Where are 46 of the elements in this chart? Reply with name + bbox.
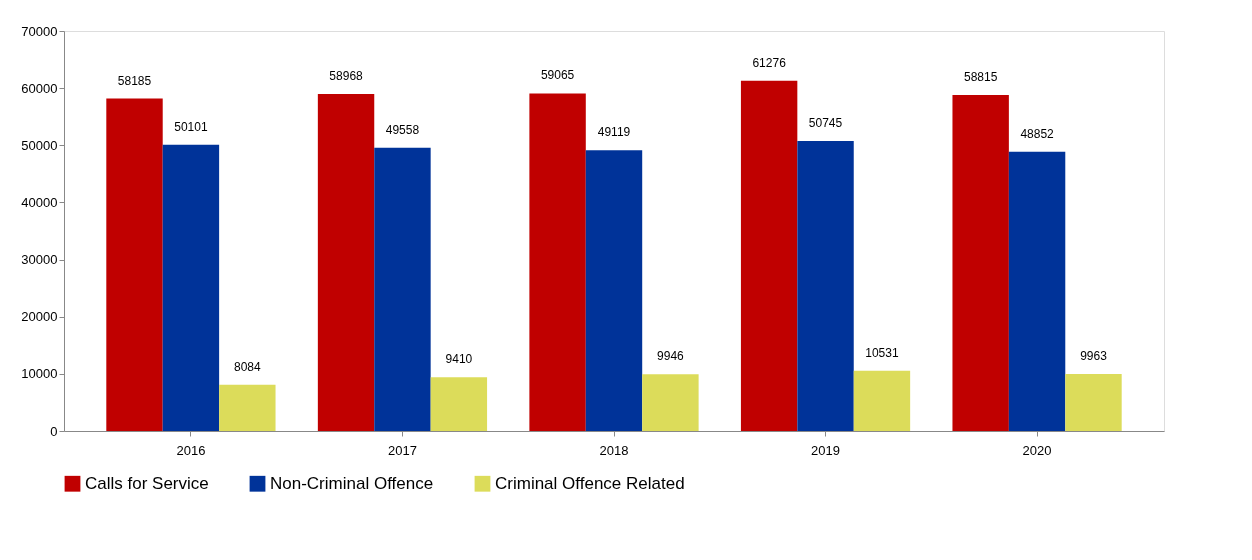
data-label: 50101 <box>174 119 208 134</box>
legend-label: Calls for Service <box>85 473 209 493</box>
data-label: 10531 <box>865 345 899 360</box>
data-label: 9946 <box>657 349 685 364</box>
data-label: 9963 <box>1080 349 1108 364</box>
bar <box>162 144 220 431</box>
data-label: 49558 <box>385 122 420 137</box>
bar <box>219 384 276 431</box>
bar <box>106 98 163 431</box>
x-tick-label: 2016 <box>176 442 206 458</box>
bar <box>1008 151 1066 431</box>
data-label: 59065 <box>540 68 575 83</box>
data-label: 50745 <box>808 116 843 131</box>
data-label: 61276 <box>752 55 787 70</box>
bar <box>740 80 798 431</box>
data-label: 58815 <box>963 69 998 84</box>
x-tick-label: 2020 <box>1022 442 1052 458</box>
data-label: 58185 <box>117 73 152 88</box>
x-tick-label: 2017 <box>388 442 417 458</box>
data-label: 58968 <box>329 69 364 84</box>
data-label: 8084 <box>233 359 261 374</box>
bar <box>853 370 911 431</box>
legend-label: Non-Criminal Offence <box>270 473 434 493</box>
bar <box>585 150 643 431</box>
y-tick-label: 50000 <box>21 137 58 153</box>
y-tick-label: 40000 <box>21 194 58 210</box>
y-tick-label: 60000 <box>21 80 58 96</box>
y-tick-label: 10000 <box>21 366 58 382</box>
bar <box>529 93 586 431</box>
data-label: 9410 <box>445 352 473 367</box>
y-tick-label: 70000 <box>21 23 58 39</box>
x-tick-label: 2018 <box>599 442 629 458</box>
bar <box>430 377 488 431</box>
y-tick-label: 30000 <box>21 252 58 268</box>
bar <box>317 94 375 431</box>
bar <box>952 94 1009 431</box>
data-label: 49119 <box>597 125 631 140</box>
bar <box>797 141 854 431</box>
bar <box>642 374 699 431</box>
y-tick-label: 20000 <box>21 309 58 325</box>
bar <box>374 147 431 431</box>
data-label: 48852 <box>1020 126 1055 141</box>
x-tick-label: 2019 <box>811 442 840 458</box>
legend-label: Criminal Offence Related <box>495 473 685 493</box>
y-tick-label: 0 <box>50 423 58 439</box>
bar <box>1065 374 1122 431</box>
